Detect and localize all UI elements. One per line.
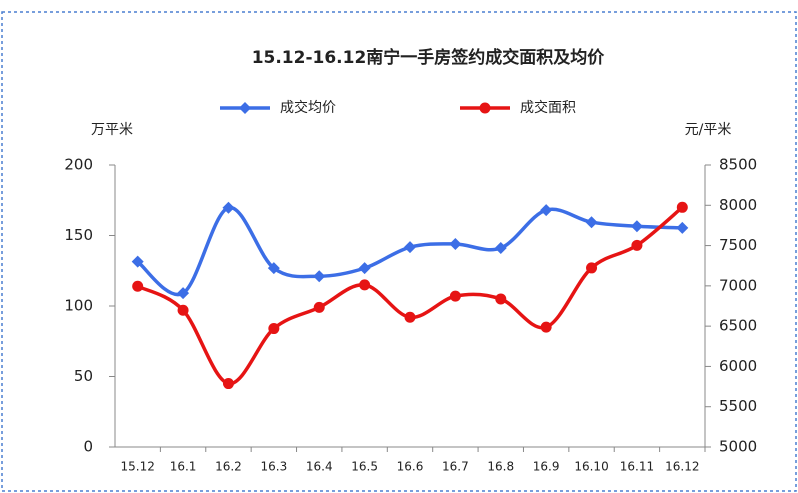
x-tick-label: 16.10	[574, 460, 608, 474]
y-tick-label: 200	[64, 156, 93, 174]
point	[449, 237, 462, 250]
y-tick-label: 50	[74, 367, 93, 385]
x-tick-label: 16.5	[351, 460, 378, 474]
legend-label: 成交均价	[280, 99, 336, 116]
y2-tick-label: 5500	[719, 397, 757, 415]
point	[222, 201, 235, 214]
y2-tick-label: 6000	[719, 357, 757, 375]
y-tick-label: 0	[83, 438, 93, 456]
point	[540, 204, 553, 217]
point	[676, 201, 688, 213]
point	[494, 241, 507, 254]
y2-tick-label: 8000	[719, 196, 757, 214]
point	[404, 241, 416, 254]
point	[313, 301, 325, 313]
point	[630, 220, 643, 233]
x-tick-label: 16.6	[397, 460, 424, 474]
point	[132, 280, 144, 292]
point	[358, 262, 371, 275]
point	[239, 102, 251, 114]
x-tick-label: 16.3	[260, 460, 287, 474]
x-tick-label: 16.8	[487, 460, 514, 474]
y-axis-label: 万平米	[91, 122, 133, 138]
point	[267, 262, 280, 275]
x-tick-label: 16.7	[442, 460, 469, 474]
y2-tick-label: 7000	[719, 276, 757, 294]
point	[479, 102, 491, 114]
point	[676, 221, 689, 234]
series-line	[136, 205, 684, 386]
x-tick-label: 16.9	[533, 460, 560, 474]
point	[131, 255, 144, 268]
y2-tick-label: 6500	[719, 317, 757, 335]
point	[177, 287, 190, 300]
point	[177, 304, 189, 316]
x-tick-label: 16.12	[665, 460, 699, 474]
x-tick-label: 16.2	[215, 460, 242, 474]
point	[631, 239, 643, 251]
x-tick-label: 16.4	[306, 460, 333, 474]
y2-axis-label: 元/平米	[685, 122, 732, 138]
point	[495, 293, 507, 305]
y-tick-label: 150	[64, 226, 93, 244]
frame	[1, 11, 797, 492]
x-tick-label: 16.11	[620, 460, 654, 474]
y2-tick-label: 8500	[719, 156, 757, 174]
x-tick-label: 16.1	[170, 460, 197, 474]
point	[222, 378, 234, 390]
point	[313, 270, 326, 283]
chart-title: 15.12-16.12南宁一手房签约成交面积及均价	[252, 47, 606, 68]
y-tick-label: 100	[64, 297, 93, 315]
point	[404, 311, 416, 323]
point	[359, 279, 371, 291]
point	[449, 290, 461, 302]
point	[268, 323, 280, 335]
y2-tick-label: 5000	[719, 438, 757, 456]
legend-label: 成交面积	[520, 99, 576, 116]
point	[586, 262, 598, 274]
x-tick-label: 15.12	[121, 460, 155, 474]
y2-tick-label: 7500	[719, 236, 757, 254]
point	[540, 321, 552, 333]
point	[585, 216, 598, 229]
